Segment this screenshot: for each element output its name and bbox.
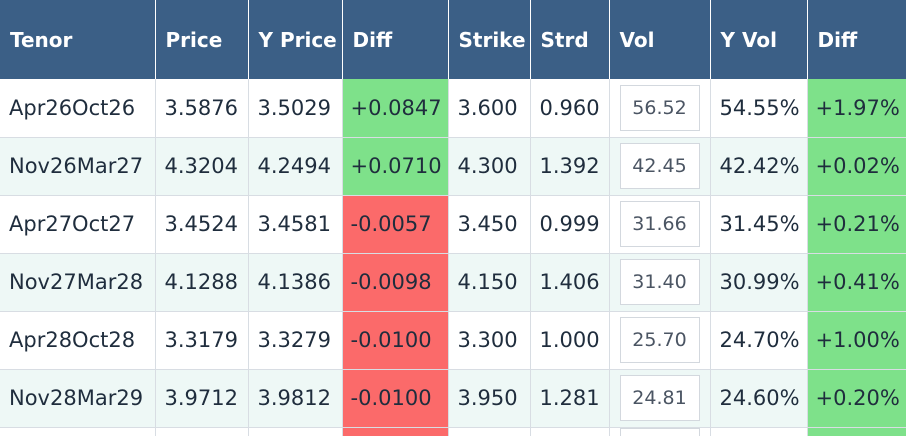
table-row: Apr27Oct27 3.4524 3.4581 -0.0057 3.450 0… xyxy=(0,195,906,254)
header-strike[interactable]: Strike xyxy=(448,0,531,79)
vol-cell xyxy=(609,369,711,428)
y-vol-cell xyxy=(710,427,808,436)
price-cell: 3.3179 xyxy=(155,311,249,370)
table-row: Nov28Mar29 3.9712 3.9812 -0.0100 3.950 1… xyxy=(0,369,906,428)
vol-cell xyxy=(609,137,711,196)
vol-diff-cell: +0.21% xyxy=(807,195,906,254)
tenor-cell: Nov28Mar29 xyxy=(0,369,156,428)
table-header: Tenor Price Y Price Diff Strike Strd Vol… xyxy=(0,0,906,79)
price-cell: 4.1288 xyxy=(155,253,249,312)
price-cell: 3.9712 xyxy=(155,369,249,428)
price-cell: 4.3204 xyxy=(155,137,249,196)
diff-cell xyxy=(342,427,449,436)
vol-cell xyxy=(609,253,711,312)
strd-cell: 1.406 xyxy=(530,253,610,312)
y-price-cell: 4.2494 xyxy=(248,137,343,196)
strd-cell: 1.281 xyxy=(530,369,610,428)
header-y-vol[interactable]: Y Vol xyxy=(710,0,808,79)
y-price-cell: 4.1386 xyxy=(248,253,343,312)
strd-cell xyxy=(530,427,610,436)
table-row: Nov26Mar27 4.3204 4.2494 +0.0710 4.300 1… xyxy=(0,137,906,196)
tenor-cell: Apr26Oct26 xyxy=(0,79,156,138)
y-vol-cell: 31.45% xyxy=(710,195,808,254)
vol-input[interactable] xyxy=(619,427,700,436)
vol-cell xyxy=(609,427,711,436)
strike-cell: 4.300 xyxy=(448,137,531,196)
y-price-cell: 3.4581 xyxy=(248,195,343,254)
strd-cell: 0.960 xyxy=(530,79,610,138)
price-cell: 3.5876 xyxy=(155,79,249,138)
diff-cell: -0.0057 xyxy=(342,195,449,254)
header-strd[interactable]: Strd xyxy=(530,0,610,79)
y-vol-cell: 54.55% xyxy=(710,79,808,138)
y-price-cell: 3.9812 xyxy=(248,369,343,428)
vol-input[interactable] xyxy=(619,201,700,247)
header-y-price[interactable]: Y Price xyxy=(248,0,343,79)
strike-cell xyxy=(448,427,531,436)
vol-diff-cell: +0.20% xyxy=(807,369,906,428)
strike-cell: 3.950 xyxy=(448,369,531,428)
strd-cell: 1.392 xyxy=(530,137,610,196)
strike-cell: 3.450 xyxy=(448,195,531,254)
table-row: Apr28Oct28 3.3179 3.3279 -0.0100 3.300 1… xyxy=(0,311,906,370)
y-vol-cell: 24.70% xyxy=(710,311,808,370)
tenor-cell: Nov27Mar28 xyxy=(0,253,156,312)
diff-cell: +0.0847 xyxy=(342,79,449,138)
vol-diff-cell: +1.97% xyxy=(807,79,906,138)
vol-input[interactable] xyxy=(619,84,700,131)
table-row: Apr26Oct26 3.5876 3.5029 +0.0847 3.600 0… xyxy=(0,79,906,138)
strike-cell: 4.150 xyxy=(448,253,531,312)
vol-cell xyxy=(609,195,711,254)
tenor-cell: Apr28Oct28 xyxy=(0,311,156,370)
diff-cell: +0.0710 xyxy=(342,137,449,196)
table-row-partial xyxy=(0,427,906,436)
table-body: Apr26Oct26 3.5876 3.5029 +0.0847 3.600 0… xyxy=(0,79,906,436)
header-diff[interactable]: Diff xyxy=(342,0,449,79)
price-cell xyxy=(155,427,249,436)
vol-cell xyxy=(609,79,711,138)
y-vol-cell: 30.99% xyxy=(710,253,808,312)
vol-diff-cell: +0.41% xyxy=(807,253,906,312)
header-vol[interactable]: Vol xyxy=(609,0,711,79)
tenor-cell: Nov26Mar27 xyxy=(0,137,156,196)
vol-diff-cell: +1.00% xyxy=(807,311,906,370)
vol-input[interactable] xyxy=(619,143,700,189)
vol-input[interactable] xyxy=(619,317,700,363)
diff-cell: -0.0100 xyxy=(342,369,449,428)
vol-diff-cell: +0.02% xyxy=(807,137,906,196)
vol-input[interactable] xyxy=(619,259,700,305)
y-price-cell xyxy=(248,427,343,436)
header-tenor[interactable]: Tenor xyxy=(0,0,156,79)
y-vol-cell: 24.60% xyxy=(710,369,808,428)
y-vol-cell: 42.42% xyxy=(710,137,808,196)
y-price-cell: 3.3279 xyxy=(248,311,343,370)
strike-cell: 3.300 xyxy=(448,311,531,370)
header-vol-diff[interactable]: Diff xyxy=(807,0,906,79)
price-cell: 3.4524 xyxy=(155,195,249,254)
strike-cell: 3.600 xyxy=(448,79,531,138)
vol-diff-cell xyxy=(807,427,906,436)
strd-cell: 1.000 xyxy=(530,311,610,370)
vol-input[interactable] xyxy=(619,375,700,421)
vol-cell xyxy=(609,311,711,370)
header-price[interactable]: Price xyxy=(155,0,249,79)
tenor-cell xyxy=(0,427,156,436)
diff-cell: -0.0098 xyxy=(342,253,449,312)
table-row: Nov27Mar28 4.1288 4.1386 -0.0098 4.150 1… xyxy=(0,253,906,312)
diff-cell: -0.0100 xyxy=(342,311,449,370)
strd-cell: 0.999 xyxy=(530,195,610,254)
tenor-cell: Apr27Oct27 xyxy=(0,195,156,254)
y-price-cell: 3.5029 xyxy=(248,79,343,138)
